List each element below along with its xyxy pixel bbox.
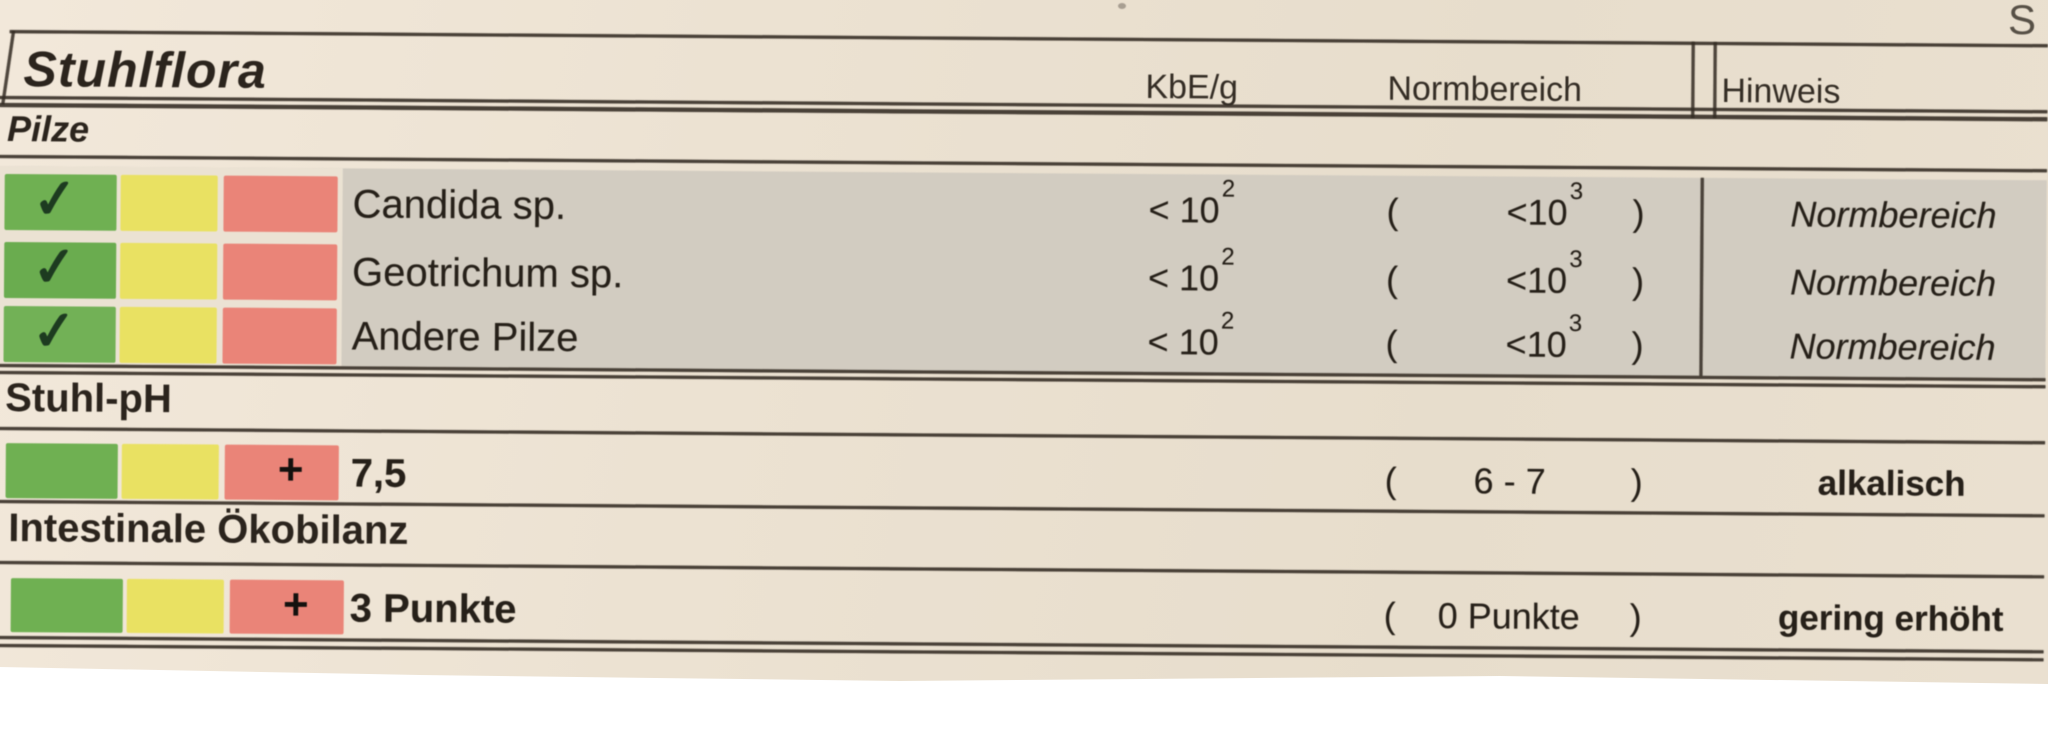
traffic-light-indicator: ✓ [4, 167, 344, 233]
main-box-right-border [1691, 41, 1695, 118]
section-label-stuhl-ph: Stuhl-pH [5, 376, 172, 422]
indicator-green [10, 578, 123, 633]
column-header-normbereich: Normbereich [1387, 69, 1583, 110]
checkmark-icon: ✓ [29, 235, 80, 300]
norm-value: 6 - 7 [1473, 460, 1546, 502]
report-table: Stuhlflora KbE/g Normbereich Hinweis Pil… [0, 30, 2048, 662]
column-header-kbe: KbE/g [1145, 67, 1239, 107]
hint-value: Normbereich [1790, 193, 1997, 236]
header-box-left-border [1, 30, 16, 105]
norm-close-paren: ) [1630, 461, 1643, 503]
kbe-value: < 102 [1147, 308, 1235, 365]
norm-value: <103 [1505, 246, 1583, 304]
row-label: 7,5 [350, 451, 407, 496]
norm-close-paren: ) [1631, 260, 1645, 302]
paper-sheet: Stuhlflora KbE/g Normbereich Hinweis Pil… [0, 0, 2048, 684]
hinweis-box-left-border [1713, 41, 1717, 118]
norm-close-paren: ) [1629, 596, 1642, 638]
indicator-yellow [121, 443, 219, 500]
kbe-exponent: 2 [1221, 243, 1235, 271]
norm-value: 0 Punkte [1437, 595, 1580, 638]
norm-open-paren: ( [1383, 594, 1396, 636]
indicator-yellow [120, 174, 218, 232]
plus-icon: + [277, 444, 304, 495]
hint-value: gering erhöht [1777, 598, 2004, 640]
norm-exponent: 3 [1569, 245, 1583, 274]
kbe-value: < 102 [1147, 244, 1235, 301]
norm-base: <10 [1506, 191, 1568, 233]
kbe-base: < 10 [1147, 257, 1220, 299]
hint-value: alkalisch [1817, 463, 1966, 504]
section-label-oekobilanz: Intestinale Ökobilanz [8, 506, 409, 553]
norm-exponent: 3 [1569, 177, 1584, 206]
checkmark-icon: ✓ [29, 299, 80, 364]
kbe-base: < 10 [1148, 189, 1220, 231]
traffic-light-indicator: + [5, 443, 346, 501]
kbe-base: < 10 [1147, 321, 1219, 363]
norm-open-paren: ( [1384, 459, 1397, 501]
traffic-light-indicator: ✓ [3, 235, 344, 301]
norm-exponent: 3 [1568, 309, 1583, 338]
norm-open-paren: ( [1385, 322, 1398, 364]
indicator-red [223, 175, 338, 233]
indicator-red [222, 307, 337, 365]
indicator-green [5, 443, 118, 499]
row-label: Candida sp. [352, 182, 567, 228]
hint-value: Normbereich [1789, 325, 1996, 368]
table-row: + 3 Punkte ( 0 Punkte ) gering erhöht [0, 578, 2044, 646]
column-header-hinweis: Hinweis [1721, 72, 1841, 111]
checkmark-icon: ✓ [30, 167, 81, 232]
norm-close-paren: ) [1632, 192, 1645, 234]
norm-open-paren: ( [1386, 190, 1399, 232]
rule-line [0, 643, 2044, 662]
rule-line [0, 426, 2045, 445]
norm-base: <10 [1505, 259, 1568, 301]
corner-letter: S [2008, 0, 2037, 43]
indicator-yellow [119, 306, 217, 364]
traffic-light-indicator: + [10, 578, 351, 635]
norm-close-paren: ) [1631, 324, 1644, 366]
rule-line [9, 30, 2048, 48]
kbe-exponent: 2 [1220, 307, 1235, 335]
plus-icon: + [282, 579, 309, 630]
norm-open-paren: ( [1385, 258, 1399, 300]
kbe-value: < 102 [1148, 176, 1235, 233]
row-label: 3 Punkte [349, 586, 517, 632]
row-label: Geotrichum sp. [351, 250, 624, 297]
norm-base: <10 [1505, 323, 1567, 365]
paper-speck [1118, 3, 1126, 9]
paper-surface: Stuhlflora KbE/g Normbereich Hinweis Pil… [0, 0, 2048, 662]
indicator-yellow [126, 578, 224, 634]
traffic-light-indicator: ✓ [3, 299, 343, 365]
rule-line [0, 560, 2045, 579]
norm-value: <103 [1505, 310, 1582, 368]
hint-value: Normbereich [1789, 261, 1997, 304]
row-label: Andere Pilze [351, 314, 579, 361]
indicator-red [222, 243, 338, 301]
indicator-yellow [119, 242, 218, 300]
norm-value: <103 [1506, 178, 1583, 236]
page-title: Stuhlflora [23, 41, 268, 99]
section-label-pilze: Pilze [6, 108, 90, 150]
kbe-exponent: 2 [1221, 175, 1236, 203]
